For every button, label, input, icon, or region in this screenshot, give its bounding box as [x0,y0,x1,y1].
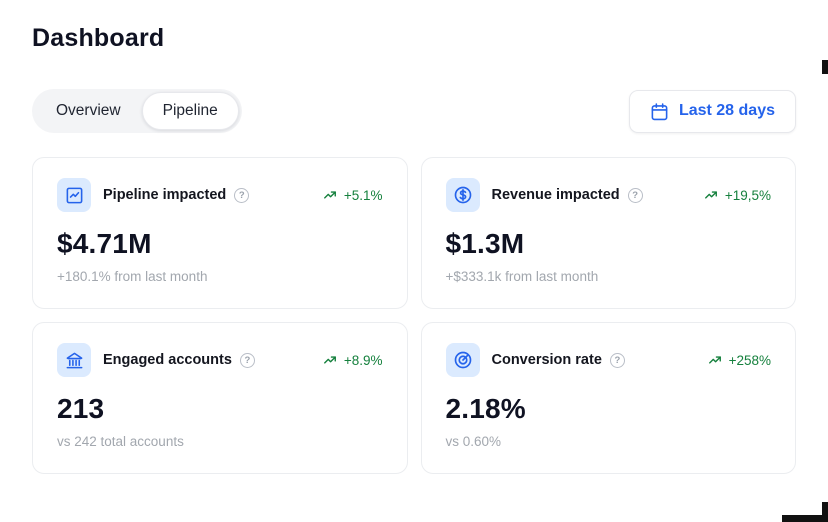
bank-building-icon [57,343,91,377]
calendar-icon [650,102,669,121]
trend-badge: +258% [707,353,771,368]
trend-badge: +8.9% [322,353,383,368]
help-icon[interactable]: ? [239,352,255,368]
card-title: Revenue impacted [491,187,620,203]
page-title: Dashboard [32,24,165,52]
tab-overview[interactable]: Overview [56,102,121,119]
trending-up-icon [323,191,336,199]
trend-badge: +5.1% [322,188,383,203]
view-tabs: Overview Pipeline [32,89,242,133]
help-icon[interactable]: ? [609,352,625,368]
tab-pipeline[interactable]: Pipeline [141,92,239,130]
dashboard-page: Dashboard Overview Pipeline Last 28 days [0,24,828,474]
trending-up-icon [704,191,717,199]
card-revenue-impacted: Revenue impacted ? +19,5% $1.3M +$333.1k… [420,157,796,309]
card-value: $1.3M [445,228,525,259]
toolbar: Overview Pipeline Last 28 days [32,89,796,133]
card-title: Conversion rate [491,352,602,368]
card-pipeline-impacted: Pipeline impacted ? +5.1% $4.71M +180.1%… [32,157,408,309]
card-value: 2.18% [445,393,526,424]
card-subtitle: +180.1% from last month [57,269,208,284]
trending-up-icon [323,356,336,364]
trend-badge: +19,5% [703,188,771,203]
stat-cards: Pipeline impacted ? +5.1% $4.71M +180.1%… [32,157,796,474]
card-subtitle: vs 242 total accounts [57,434,184,449]
dollar-circle-icon [445,178,480,212]
card-title: Pipeline impacted [103,187,227,203]
target-icon [445,343,480,377]
date-range-button[interactable]: Last 28 days [628,89,796,133]
line-chart-icon [57,178,91,212]
card-subtitle: vs 0.60% [445,434,502,449]
card-title: Engaged accounts [103,352,232,368]
screen-edge-artifact [822,60,828,74]
screen-edge-artifact [822,502,828,522]
card-subtitle: +$333.1k from last month [445,269,599,284]
card-value: $4.71M [57,228,152,259]
card-value: 213 [57,393,105,424]
trending-up-icon [708,356,721,364]
date-range-label: Last 28 days [678,102,775,119]
card-engaged-accounts: Engaged accounts ? +8.9% 213 vs 242 tota… [32,322,408,474]
help-icon[interactable]: ? [627,187,643,203]
card-conversion-rate: Conversion rate ? +258% 2.18% vs 0.60% [420,322,796,474]
help-icon[interactable]: ? [234,187,250,203]
